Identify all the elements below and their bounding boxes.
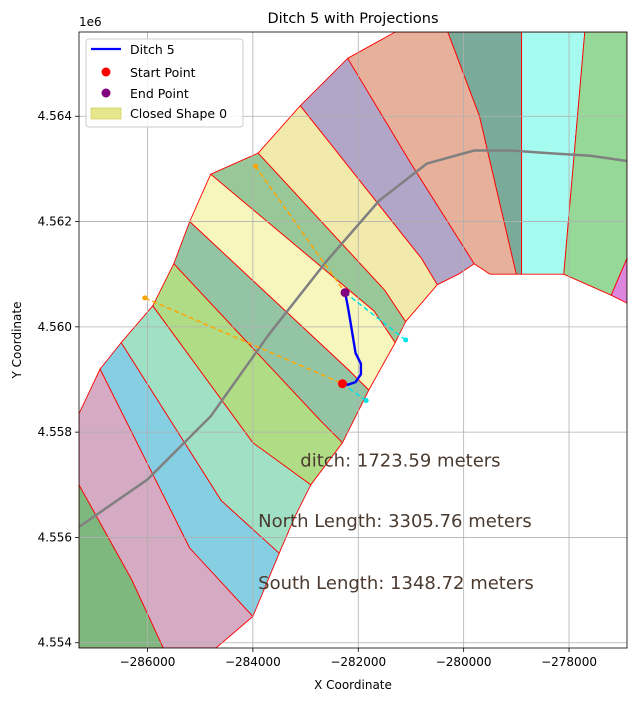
x-tick-label-2: −282000 (330, 655, 386, 669)
axis-ticks: −286000 −284000 −282000 −280000 −278000 4.554… (38, 109, 597, 669)
legend-ditch-label: Ditch 5 (130, 42, 175, 57)
x-tick-label-0: −286000 (120, 655, 176, 669)
start-point-marker (337, 379, 347, 389)
annotation-2: South Length: 1348.72 meters (258, 573, 534, 594)
legend-start-swatch (101, 67, 111, 77)
south-projection-line-1 (342, 383, 367, 402)
data-lines (79, 149, 627, 529)
legend-end-label: End Point (130, 86, 189, 101)
annotation-0: ditch: 1723.59 meters (300, 450, 500, 471)
y-tick-label-1: 4.556 (38, 530, 72, 544)
grid (79, 32, 627, 648)
south-projection-line-0 (344, 292, 407, 341)
legend-shape-swatch (90, 107, 122, 120)
legend-shape-label: Closed Shape 0 (130, 106, 227, 121)
y-axis-label: Y Coordinate (10, 302, 24, 380)
x-tick-label-4: −278000 (541, 655, 597, 669)
legend: Ditch 5 Start Point End Point Closed Sha… (85, 38, 244, 128)
y-tick-label-0: 4.554 (38, 636, 72, 650)
y-tick-label-2: 4.558 (38, 425, 72, 439)
ditch-line (341, 291, 363, 386)
x-axis-label: X Coordinate (314, 678, 392, 692)
south-projection-endpoint-1 (363, 398, 369, 404)
x-tick-label-3: −280000 (436, 655, 492, 669)
region-polygon-14 (610, 257, 627, 304)
x-tick-label-1: −284000 (225, 655, 281, 669)
legend-start-label: Start Point (130, 65, 196, 80)
centerline (79, 149, 627, 529)
y-tick-label-3: 4.560 (38, 320, 72, 334)
north-projection-endpoint-0 (253, 163, 259, 169)
end-point-marker (340, 288, 350, 298)
legend-box (85, 38, 244, 128)
region-polygon-11 (447, 32, 523, 275)
north-projection-line-0 (254, 165, 346, 294)
south-projection-endpoint-0 (403, 337, 409, 343)
plot-frame (78, 31, 628, 649)
chart-title: Ditch 5 with Projections (267, 11, 438, 27)
y-axis-offset-label: 1e6 (79, 15, 102, 29)
annotations: ditch: 1723.59 meters North Length: 3305.… (258, 450, 534, 594)
north-projection-endpoint-1 (142, 295, 148, 301)
y-tick-label-4: 4.562 (38, 215, 72, 229)
north-projection-line-1 (144, 297, 343, 385)
annotation-1: North Length: 3305.76 meters (258, 511, 532, 532)
legend-end-swatch (101, 88, 111, 98)
y-tick-label-5: 4.564 (38, 109, 72, 123)
